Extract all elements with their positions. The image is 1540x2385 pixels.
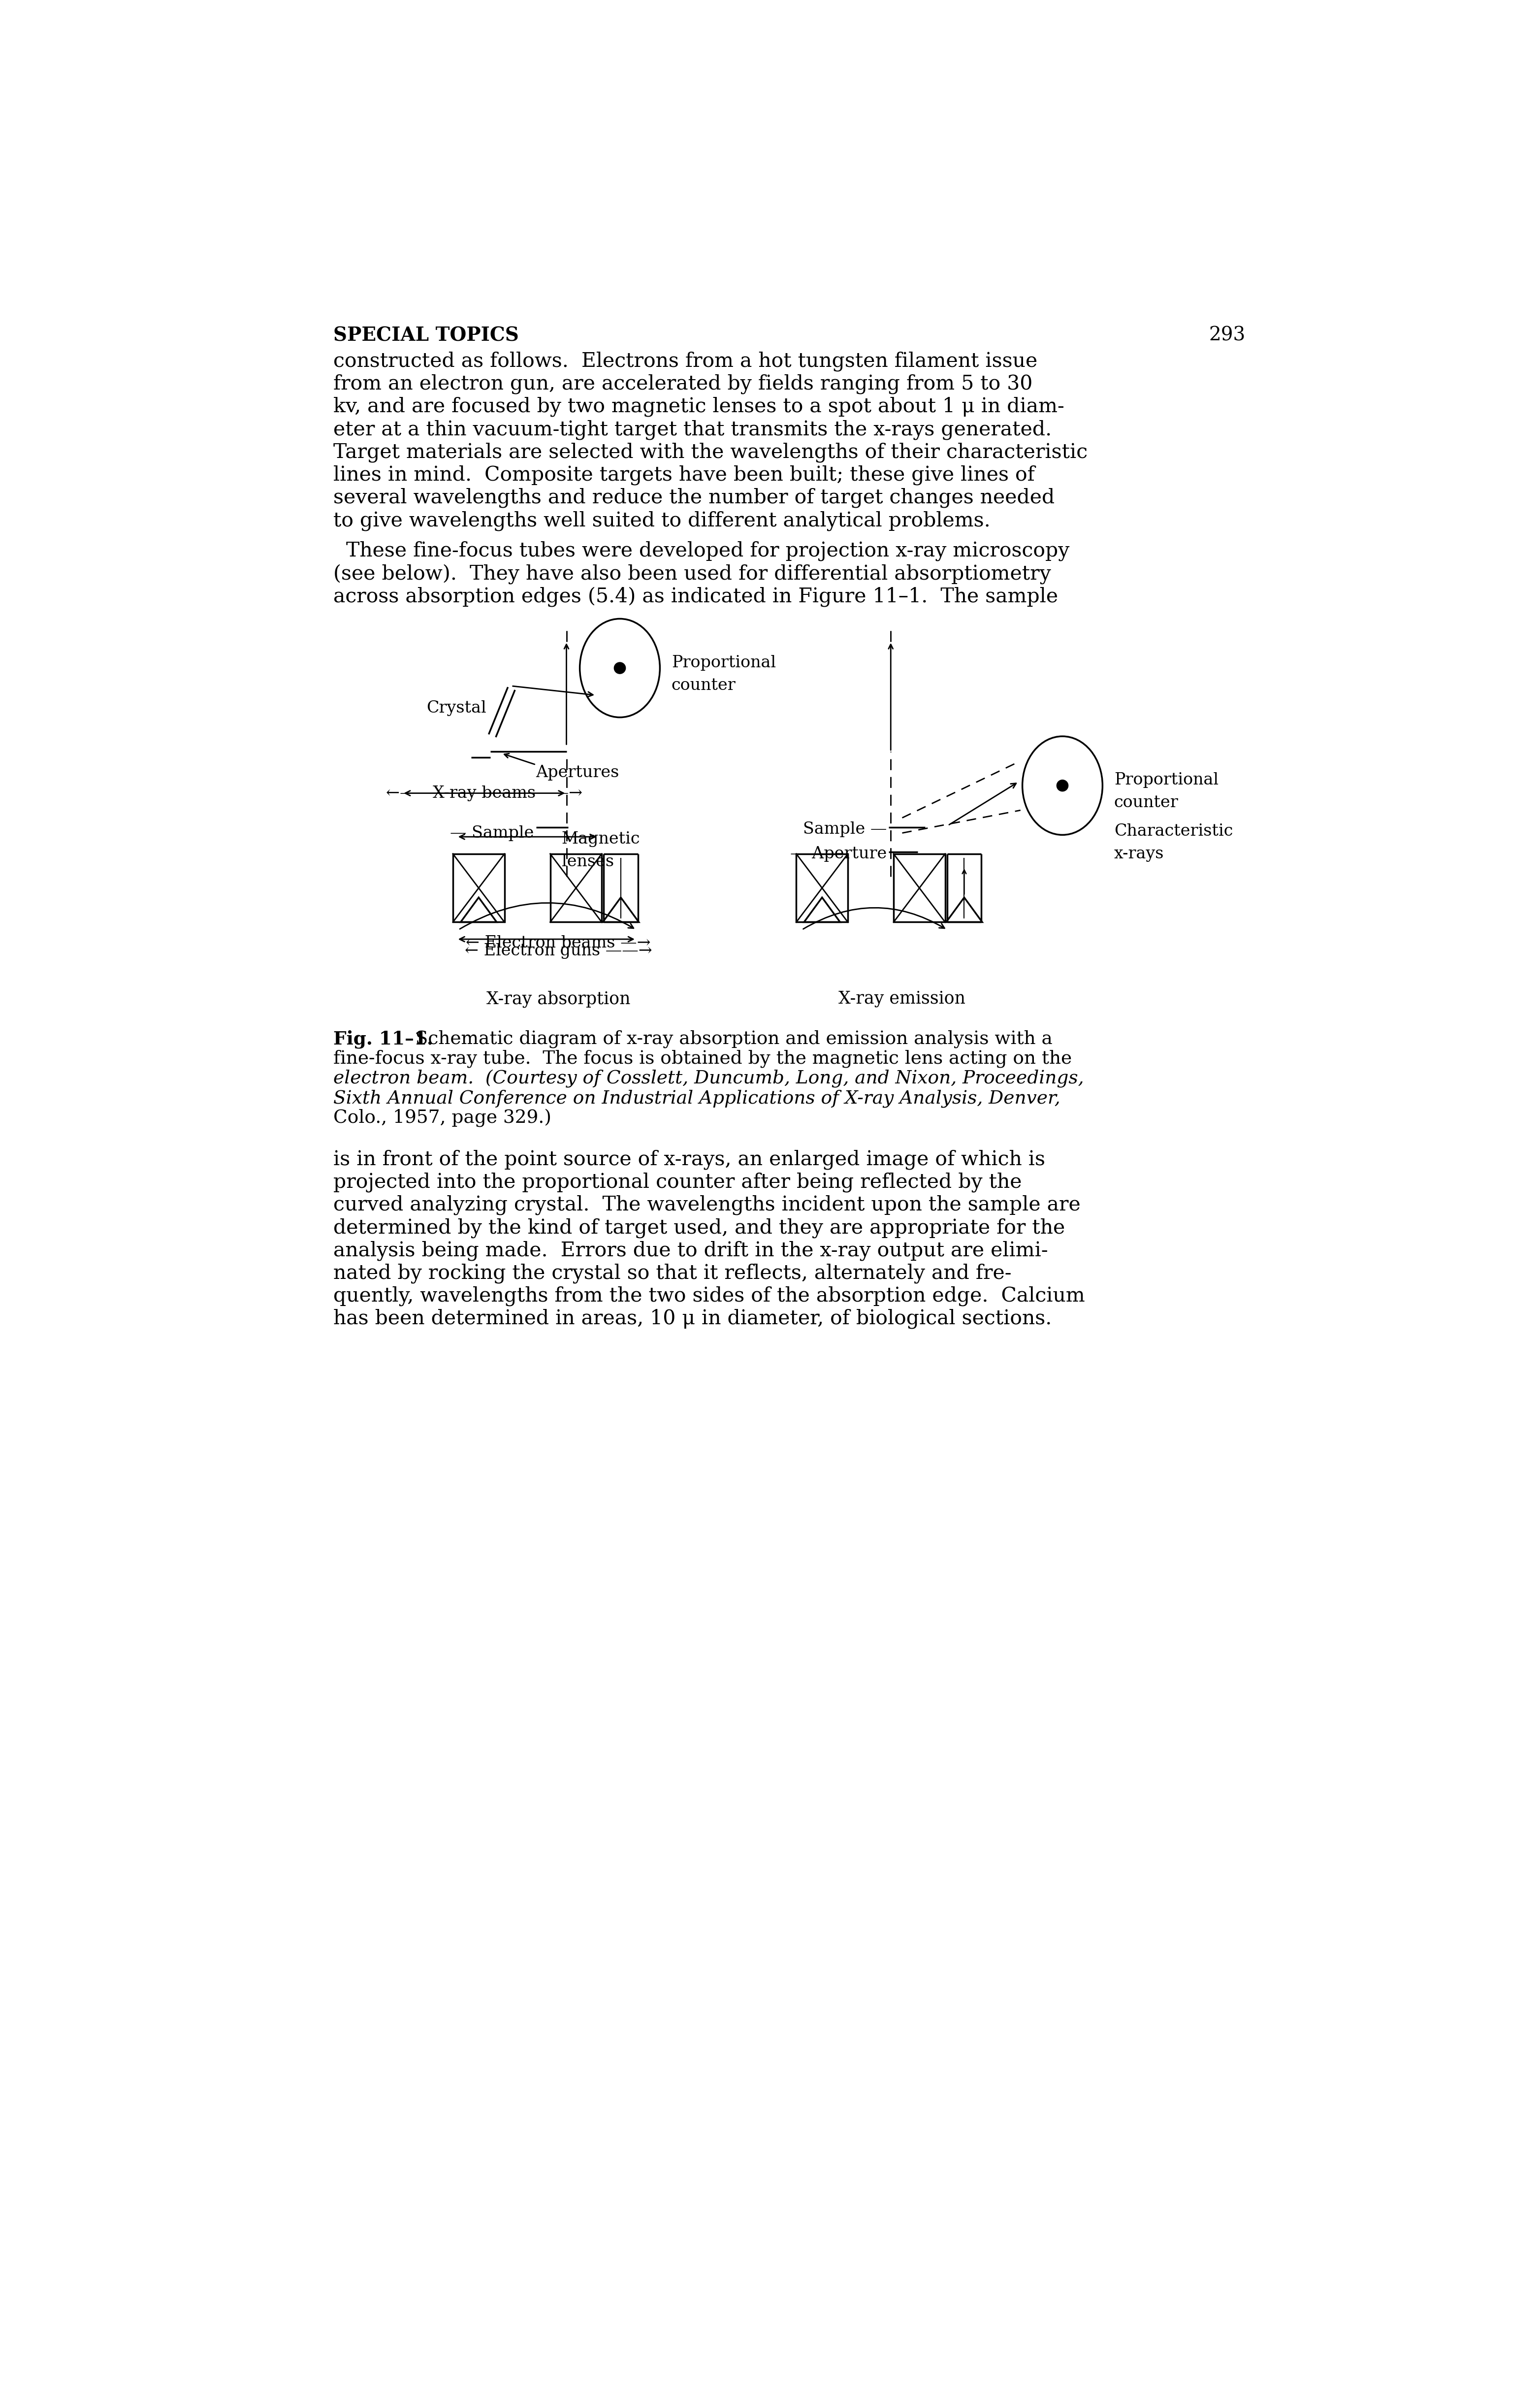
Text: ←——X-ray beams——→: ←——X-ray beams——→	[387, 785, 582, 801]
Text: quently, wavelengths from the two sides of the absorption edge.  Calcium: quently, wavelengths from the two sides …	[333, 1286, 1086, 1307]
Text: x-rays: x-rays	[1113, 847, 1164, 861]
Text: kv, and are focused by two magnetic lenses to a spot about 1 μ in diam-: kv, and are focused by two magnetic lens…	[333, 396, 1064, 417]
Text: fine-focus x-ray tube.  The focus is obtained by the magnetic lens acting on the: fine-focus x-ray tube. The focus is obta…	[333, 1049, 1072, 1068]
Bar	[796, 854, 849, 923]
Text: lenses: lenses	[562, 854, 614, 871]
Text: projected into the proportional counter after being reflected by the: projected into the proportional counter …	[333, 1173, 1023, 1192]
Text: Apertures: Apertures	[536, 766, 619, 780]
Text: X-ray emission: X-ray emission	[838, 990, 966, 1006]
Text: is in front of the point source of x-rays, an enlarged image of which is: is in front of the point source of x-ray…	[333, 1150, 1046, 1169]
Circle shape	[1056, 780, 1069, 792]
Text: constructed as follows.  Electrons from a hot tungsten filament issue: constructed as follows. Electrons from a…	[333, 351, 1038, 372]
Text: (see below).  They have also been used for differential absorptiometry: (see below). They have also been used fo…	[333, 563, 1050, 584]
Text: determined by the kind of target used, and they are appropriate for the: determined by the kind of target used, a…	[333, 1219, 1066, 1238]
Text: curved analyzing crystal.  The wavelengths incident upon the sample are: curved analyzing crystal. The wavelength…	[333, 1195, 1081, 1214]
Text: — Sample: — Sample	[450, 825, 534, 842]
Text: to give wavelengths well suited to different analytical problems.: to give wavelengths well suited to diffe…	[333, 510, 990, 529]
Text: X-ray absorption: X-ray absorption	[487, 990, 630, 1006]
Text: Colo., 1957, page 329.): Colo., 1957, page 329.)	[333, 1109, 551, 1128]
Text: Schematic diagram of x-ray absorption and emission analysis with a: Schematic diagram of x-ray absorption an…	[403, 1030, 1053, 1047]
Bar	[550, 854, 602, 923]
Text: ← Electron beams —→: ← Electron beams —→	[465, 935, 651, 952]
Text: Proportional: Proportional	[671, 656, 776, 670]
Text: electron beam.  (Courtesy of Cosslett, Duncumb, Long, and Nixon, Proceedings,: electron beam. (Courtesy of Cosslett, Du…	[333, 1068, 1084, 1088]
Text: analysis being made.  Errors due to drift in the x-ray output are elimi-: analysis being made. Errors due to drift…	[333, 1240, 1049, 1262]
Text: — Aperture: — Aperture	[790, 847, 887, 861]
Text: Proportional: Proportional	[1113, 773, 1218, 787]
Text: Sample —: Sample —	[802, 820, 887, 837]
Text: These fine-focus tubes were developed for projection x-ray microscopy: These fine-focus tubes were developed fo…	[333, 541, 1070, 560]
Text: several wavelengths and reduce the number of target changes needed: several wavelengths and reduce the numbe…	[333, 489, 1055, 508]
Text: 293: 293	[1209, 327, 1246, 343]
Text: Magnetic: Magnetic	[562, 830, 641, 847]
Text: SPECIAL TOPICS: SPECIAL TOPICS	[333, 327, 519, 346]
Text: across absorption edges (5.4) as indicated in Figure 11–1.  The sample: across absorption edges (5.4) as indicat…	[333, 587, 1058, 606]
Text: counter: counter	[1113, 794, 1178, 811]
Text: nated by rocking the crystal so that it reflects, alternately and fre-: nated by rocking the crystal so that it …	[333, 1264, 1012, 1283]
Text: Target materials are selected with the wavelengths of their characteristic: Target materials are selected with the w…	[333, 444, 1087, 463]
Bar	[893, 854, 946, 923]
Text: has been determined in areas, 10 μ in diameter, of biological sections.: has been determined in areas, 10 μ in di…	[333, 1309, 1052, 1328]
Text: eter at a thin vacuum-tight target that transmits the x-rays generated.: eter at a thin vacuum-tight target that …	[333, 420, 1052, 439]
Text: from an electron gun, are accelerated by fields ranging from 5 to 30: from an electron gun, are accelerated by…	[333, 374, 1033, 394]
Text: ← Electron guns ——→: ← Electron guns ——→	[465, 942, 651, 959]
Text: Crystal: Crystal	[427, 701, 487, 715]
Text: lines in mind.  Composite targets have been built; these give lines of: lines in mind. Composite targets have be…	[333, 465, 1035, 484]
Text: counter: counter	[671, 677, 736, 694]
Circle shape	[614, 663, 625, 673]
Text: Characteristic: Characteristic	[1113, 823, 1234, 840]
Text: Sixth Annual Conference on Industrial Applications of X-ray Analysis, Denver,: Sixth Annual Conference on Industrial Ap…	[333, 1090, 1061, 1107]
Text: Fig. 11–1.: Fig. 11–1.	[333, 1030, 433, 1049]
Bar	[453, 854, 505, 923]
